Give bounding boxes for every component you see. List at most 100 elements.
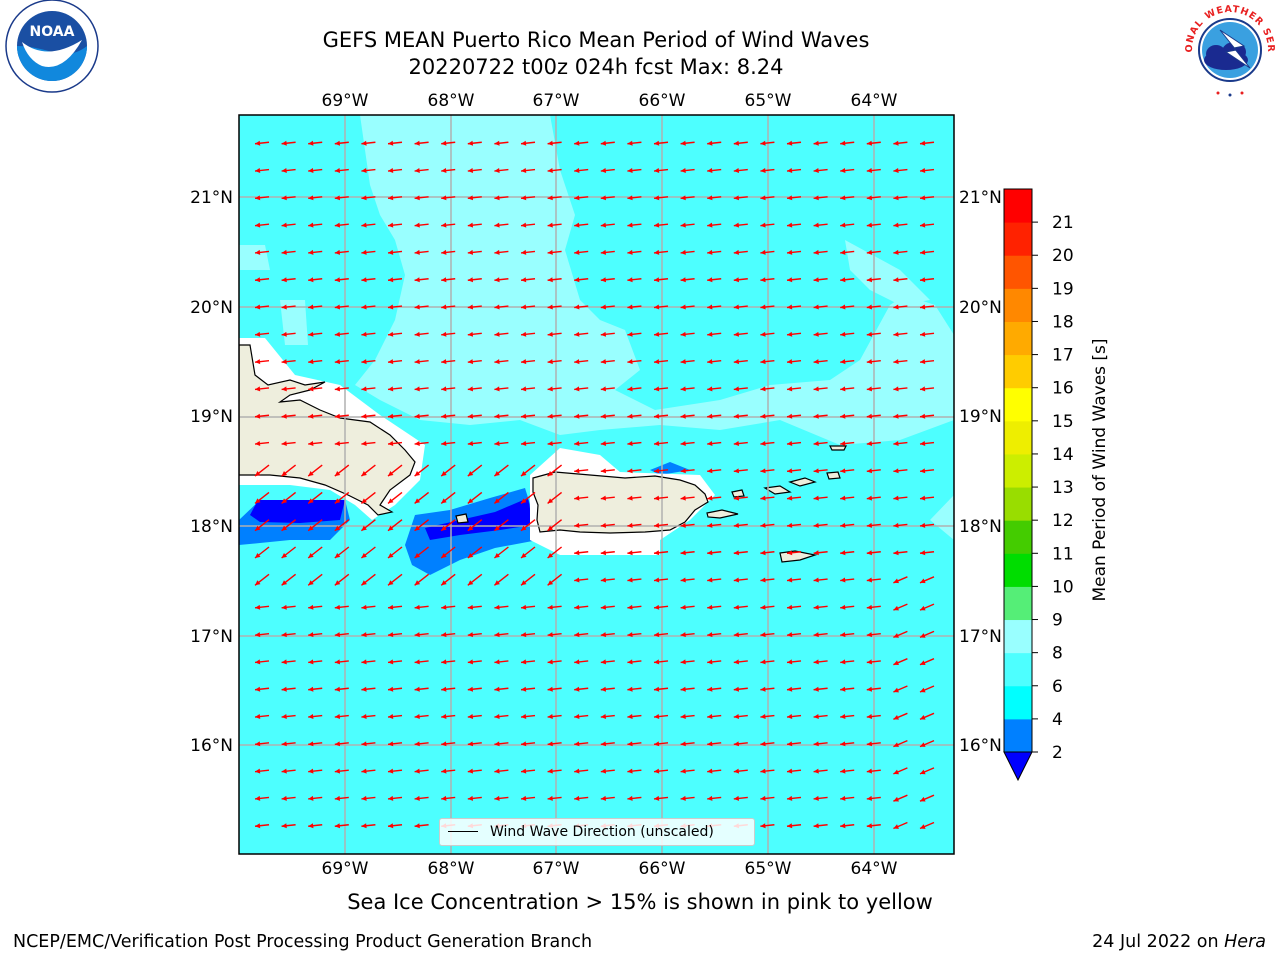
wave-direction-arrow: [840, 522, 855, 528]
wave-direction-arrow: [387, 632, 403, 638]
wave-direction-arrow: [733, 331, 748, 337]
wave-direction-arrow: [733, 168, 748, 174]
wave-direction-arrow: [707, 168, 722, 174]
wave-direction-arrow: [547, 768, 562, 774]
wave-direction-arrow: [600, 632, 615, 638]
wave-direction-arrow: [813, 659, 828, 665]
wave-direction-arrow: [387, 249, 403, 255]
lat-label: 21°N: [959, 188, 1002, 208]
wave-direction-arrow: [866, 331, 881, 337]
wave-direction-arrow: [680, 140, 695, 146]
island: [788, 477, 817, 487]
colorbar-label: Mean Period of Wind Waves [s]: [1090, 338, 1110, 601]
wave-direction-arrow: [467, 686, 482, 692]
wave-direction-arrow: [307, 573, 323, 586]
nws-logo-icon: NATIONAL WEATHER SERVICE: [1180, 2, 1276, 97]
wave-direction-arrow: [760, 550, 775, 556]
wave-direction-arrow: [866, 386, 881, 392]
lat-label: 19°N: [959, 407, 1002, 427]
lon-label: 69°W: [322, 91, 369, 111]
wave-direction-arrow: [813, 277, 828, 283]
wave-direction-arrow: [680, 686, 695, 692]
wave-direction-arrow: [574, 386, 589, 392]
wave-direction-arrow: [574, 140, 589, 146]
colorbar-tick-label: 13: [1052, 478, 1074, 498]
wave-direction-arrow: [707, 222, 722, 228]
wave-direction-arrow: [361, 331, 376, 337]
wave-direction-arrow: [600, 304, 615, 310]
wave-direction-arrow: [707, 714, 722, 720]
wave-direction-arrow: [680, 577, 695, 583]
wave-direction-arrow: [733, 632, 748, 638]
wave-direction-arrow: [840, 495, 855, 501]
wave-direction-arrow: [494, 632, 509, 638]
wave-direction-arrow: [574, 714, 589, 720]
wave-direction-arrow: [707, 331, 722, 337]
wave-direction-arrow: [919, 739, 935, 748]
wave-direction-arrow: [494, 686, 509, 692]
wave-direction-arrow: [866, 359, 881, 365]
wave-direction-arrow: [760, 495, 775, 501]
wave-direction-arrow: [733, 522, 748, 528]
colorbar-tick-label: 10: [1052, 577, 1074, 597]
wave-direction-arrow: [653, 495, 669, 501]
wave-direction-arrow: [786, 441, 802, 447]
wave-direction-arrow: [441, 140, 456, 146]
wave-direction-arrow: [866, 413, 881, 419]
wave-direction-arrow: [893, 495, 908, 501]
wave-direction-arrow: [653, 222, 669, 228]
wave-direction-arrow: [361, 277, 376, 283]
wave-direction-arrow: [467, 464, 483, 477]
wave-direction-arrow: [547, 546, 563, 559]
wave-direction-arrow: [281, 168, 296, 174]
wave-direction-arrow: [414, 714, 429, 720]
wave-direction-arrow: [760, 659, 775, 665]
colorbar-segment: [1004, 321, 1032, 356]
lon-label: 68°W: [428, 859, 475, 879]
wave-direction-arrow: [893, 304, 908, 310]
lat-label: 18°N: [190, 517, 233, 537]
wave-direction-arrow: [308, 823, 323, 829]
wave-direction-arrow: [813, 386, 828, 392]
wave-direction-arrow: [334, 413, 349, 419]
wave-direction-arrow: [547, 659, 562, 665]
wave-direction-arrow: [919, 685, 935, 693]
wave-direction-arrow: [707, 468, 722, 474]
wave-direction-arrow: [520, 249, 536, 255]
wave-direction-arrow: [786, 714, 802, 720]
wave-direction-arrow: [494, 249, 509, 255]
wave-direction-arrow: [547, 686, 562, 692]
wave-direction-arrow: [254, 464, 270, 477]
wave-direction-arrow: [627, 140, 642, 146]
colorbar-tick-label: 9: [1052, 611, 1063, 631]
wave-direction-arrow: [600, 168, 615, 174]
wave-direction-arrow: [600, 359, 615, 365]
wave-direction-arrow: [627, 386, 642, 392]
wave-direction-arrow: [653, 277, 669, 283]
wave-direction-arrow: [493, 519, 509, 532]
wave-direction-arrow: [733, 249, 748, 255]
colorbar-tick-label: 6: [1052, 677, 1063, 697]
wave-direction-arrow: [919, 168, 935, 174]
wave-direction-arrow: [254, 168, 270, 174]
wave-direction-arrow: [467, 441, 482, 447]
wave-direction-arrow: [786, 741, 802, 747]
wave-direction-arrow: [307, 519, 323, 532]
wave-direction-arrow: [441, 386, 456, 392]
wave-direction-arrow: [254, 359, 270, 365]
wave-direction-arrow: [387, 491, 403, 504]
wave-direction-arrow: [308, 741, 323, 747]
lat-label: 17°N: [190, 627, 233, 647]
wave-direction-arrow: [360, 491, 376, 504]
period-band-8-9: [845, 240, 930, 305]
wave-direction-arrow: [281, 491, 297, 504]
wave-direction-arrow: [813, 468, 828, 474]
wave-direction-arrow: [467, 714, 482, 720]
wave-direction-arrow: [360, 573, 376, 586]
wave-direction-arrow: [760, 768, 775, 774]
wave-direction-arrow: [547, 386, 562, 392]
wave-direction-arrow: [893, 550, 908, 556]
wave-direction-arrow: [866, 140, 881, 146]
wave-direction-arrow: [733, 577, 748, 583]
wave-direction-arrow: [919, 522, 935, 528]
